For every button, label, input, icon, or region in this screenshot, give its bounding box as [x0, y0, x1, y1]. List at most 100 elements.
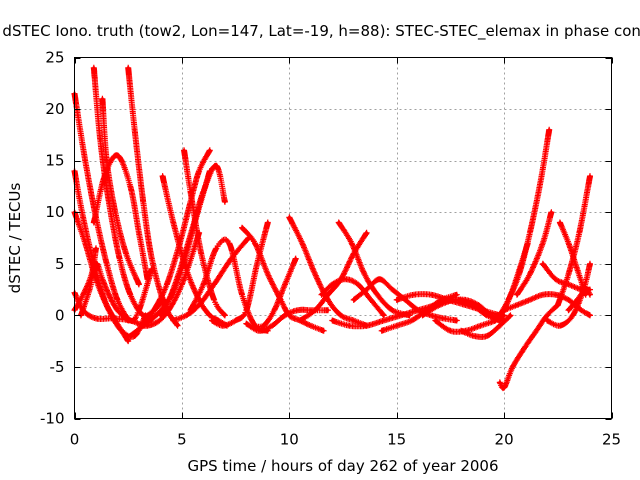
data-point	[528, 231, 532, 235]
y-tick-label: 15	[45, 152, 64, 170]
data-point	[154, 313, 158, 317]
data-point	[588, 293, 592, 297]
grid	[74, 57, 612, 419]
y-tick-label: -5	[50, 358, 65, 376]
y-tick-label: 0	[55, 306, 65, 324]
data-point	[152, 308, 156, 312]
data-point	[184, 267, 188, 271]
data-point	[294, 257, 298, 261]
data-point	[554, 293, 558, 297]
data-point	[126, 319, 130, 322]
data-point	[579, 308, 583, 312]
data-series	[432, 312, 508, 335]
data-point	[545, 313, 549, 317]
data-point	[320, 293, 323, 297]
data-point	[214, 164, 218, 168]
data-point	[253, 241, 257, 245]
data-point	[365, 288, 369, 292]
data-point	[94, 317, 98, 320]
data-point	[180, 282, 184, 286]
data-point	[141, 324, 145, 328]
data-point	[107, 293, 111, 297]
data-point	[588, 262, 592, 266]
data-point	[255, 262, 259, 266]
data-series	[350, 276, 460, 324]
data-series	[125, 64, 181, 329]
data-point	[455, 319, 459, 322]
data-point	[171, 221, 175, 224]
data-point	[502, 308, 506, 312]
data-series	[77, 260, 132, 324]
data-point	[161, 174, 165, 178]
data-point	[326, 298, 330, 302]
data-point	[240, 226, 244, 230]
chart-title: dSTEC Iono. truth (tow2, Lon=147, Lat=-1…	[2, 22, 640, 41]
data-series	[539, 260, 593, 293]
data-point	[98, 138, 102, 142]
y-tick-label: -10	[40, 410, 65, 428]
data-point	[584, 288, 588, 292]
data-point	[165, 282, 169, 286]
data-point	[141, 200, 145, 204]
data-point	[577, 231, 581, 235]
data-point	[105, 159, 109, 163]
data-point	[79, 313, 83, 317]
data-point	[133, 128, 137, 132]
data-point	[137, 282, 141, 286]
data-point	[227, 241, 231, 245]
x-tick-label: 15	[387, 431, 406, 449]
data-point	[116, 154, 119, 157]
data-point	[257, 329, 261, 333]
data-point	[216, 319, 220, 322]
y-tick-label: 5	[55, 255, 65, 273]
series-group	[71, 64, 593, 392]
data-point	[83, 159, 87, 163]
data-point	[448, 329, 452, 333]
data-point	[498, 313, 502, 317]
data-point	[330, 319, 334, 322]
x-tick-label: 5	[177, 431, 187, 449]
data-point	[94, 277, 98, 281]
plot-frame	[74, 57, 612, 419]
data-point	[298, 319, 302, 322]
data-point	[448, 298, 452, 302]
data-point	[382, 319, 386, 322]
data-point	[313, 272, 317, 276]
data-point	[541, 262, 545, 266]
data-point	[347, 324, 351, 328]
data-point	[524, 344, 528, 348]
data-point	[270, 324, 274, 328]
data-point	[558, 221, 562, 224]
data-point	[116, 308, 119, 312]
data-point	[528, 272, 532, 276]
data-point	[584, 293, 588, 297]
data-point	[382, 313, 386, 317]
data-point	[442, 317, 446, 320]
data-point	[287, 215, 291, 219]
data-point	[575, 298, 579, 302]
data-point	[169, 293, 173, 297]
data-point	[266, 221, 270, 224]
tick-labels: 0 5 10 15 20 25 -10 -5 0 5 10 15 20 25	[40, 49, 621, 449]
data-point	[369, 298, 373, 302]
data-point	[390, 288, 394, 292]
data-point	[201, 190, 205, 194]
data-point	[463, 298, 467, 302]
data-point	[571, 313, 575, 317]
data-point	[472, 334, 476, 338]
data-point	[234, 319, 238, 322]
y-tick-label: 20	[45, 100, 64, 118]
data-point	[184, 313, 188, 317]
data-point	[199, 252, 203, 255]
data-series	[170, 235, 252, 324]
data-point	[266, 272, 270, 276]
data-point	[141, 313, 145, 317]
data-point	[107, 308, 111, 312]
data-point	[429, 293, 433, 297]
data-point	[244, 308, 248, 312]
data-point	[223, 313, 227, 317]
data-point	[137, 231, 141, 235]
ticks	[74, 57, 613, 420]
